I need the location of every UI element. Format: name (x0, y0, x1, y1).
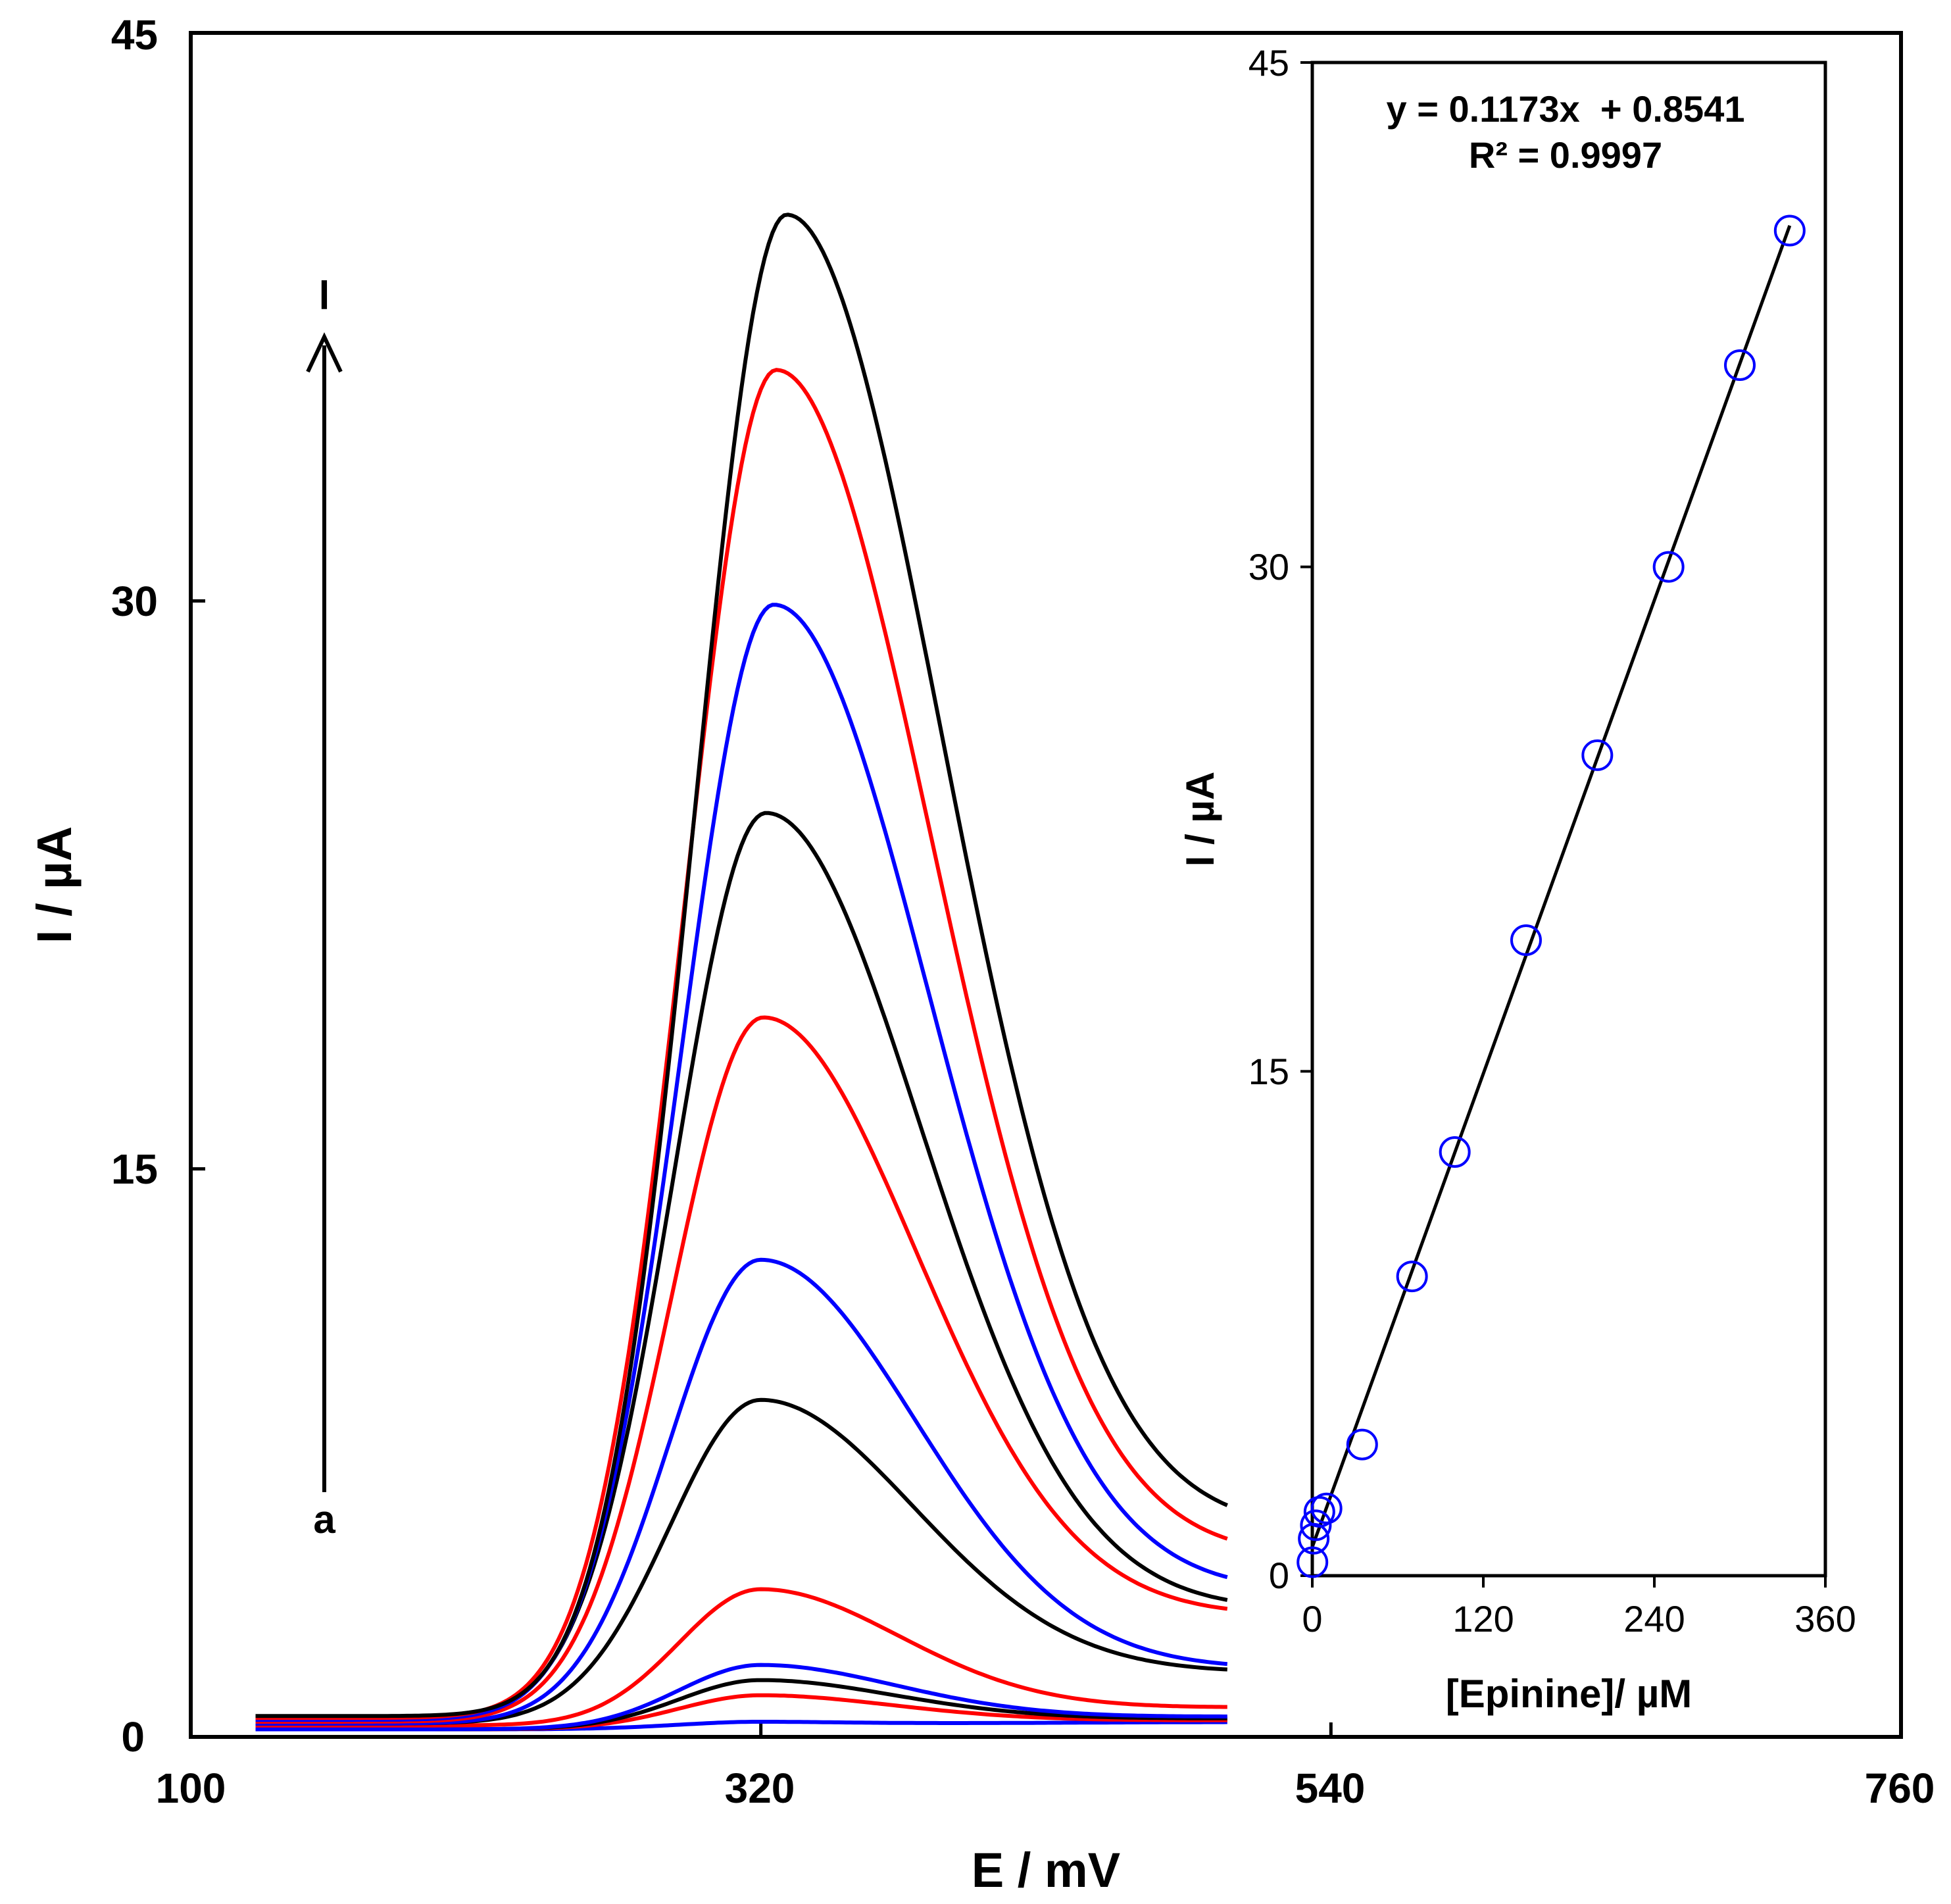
inset-data-point (1724, 349, 1756, 381)
inset-x-tick-label: 240 (1623, 1598, 1685, 1640)
main-x-tick-label: 100 (156, 1765, 226, 1812)
inset-x-tick-label: 360 (1794, 1598, 1856, 1640)
inset-data-point (1773, 214, 1806, 247)
main-x-tick-label: 540 (1295, 1765, 1366, 1812)
voltammogram-curve-i (255, 811, 1228, 1722)
inset-x-tick-label: 0 (1302, 1598, 1322, 1640)
inset-data-point (1297, 1546, 1329, 1578)
inset-data-point (1510, 924, 1542, 956)
regression-line (1310, 225, 1792, 1548)
inset-x-axis-label: [Epinine]/ µM (1446, 1672, 1692, 1716)
voltammogram-curve-e (255, 1587, 1227, 1728)
inset-data-point (1581, 739, 1614, 771)
inset-data-point (1439, 1136, 1471, 1168)
main-y-tick-label: 0 (121, 1713, 145, 1761)
inset-data-point (1652, 551, 1685, 583)
inset-y-tick-label: 15 (1248, 1051, 1289, 1092)
main-tick-marks (189, 31, 1903, 1739)
inset-background (1312, 63, 1825, 1576)
inset-y-tick-label: 45 (1248, 42, 1289, 84)
voltammogram-curve-h (255, 1015, 1228, 1724)
main-x-tick-label: 760 (1865, 1765, 1935, 1812)
inset-plot: 0 15 30 45 0 120 240 360 [Epinine]/ µM I… (1178, 42, 1856, 1716)
inset-data-point (1396, 1261, 1428, 1293)
main-y-tick-label: 45 (111, 11, 158, 59)
inset-data-point (1300, 1509, 1332, 1541)
inset-y-tick-label: 30 (1248, 546, 1289, 588)
arrow-end-label: l (319, 274, 330, 318)
main-curves (255, 213, 1228, 1732)
main-y-tick-label: 30 (111, 578, 158, 625)
regression-equation: y = 0.1173x + 0.8541 (1387, 88, 1745, 130)
voltammogram-curve-j (255, 603, 1228, 1722)
main-y-axis-label: I / µA (27, 826, 82, 943)
inset-y-tick-label: 0 (1269, 1555, 1289, 1596)
trend-arrow-head (306, 332, 343, 373)
voltammogram-curve-d (255, 1663, 1227, 1732)
main-plot-frame (189, 31, 1903, 1739)
voltammogram-curve-k (255, 368, 1228, 1720)
inset-data-point (1310, 1492, 1343, 1524)
inset-plot-frame (1310, 61, 1827, 1578)
r-squared-label: R² = 0.9997 (1469, 134, 1662, 176)
voltammogram-curve-g (255, 1257, 1228, 1726)
main-x-tick-label: 320 (725, 1765, 795, 1812)
main-plot: 0 15 30 45 100 320 540 760 E / mV I / µA… (27, 11, 1935, 1897)
inset-x-tick-label: 120 (1452, 1598, 1514, 1640)
voltammogram-curve-l (255, 213, 1228, 1718)
inset-data-point (1346, 1428, 1378, 1461)
arrow-start-label: a (313, 1497, 335, 1541)
main-y-tick-label: 15 (111, 1145, 158, 1193)
inset-y-axis-label: I / µA (1178, 772, 1222, 867)
main-x-axis-label: E / mV (972, 1843, 1120, 1897)
inset-data-points (1297, 214, 1806, 1578)
